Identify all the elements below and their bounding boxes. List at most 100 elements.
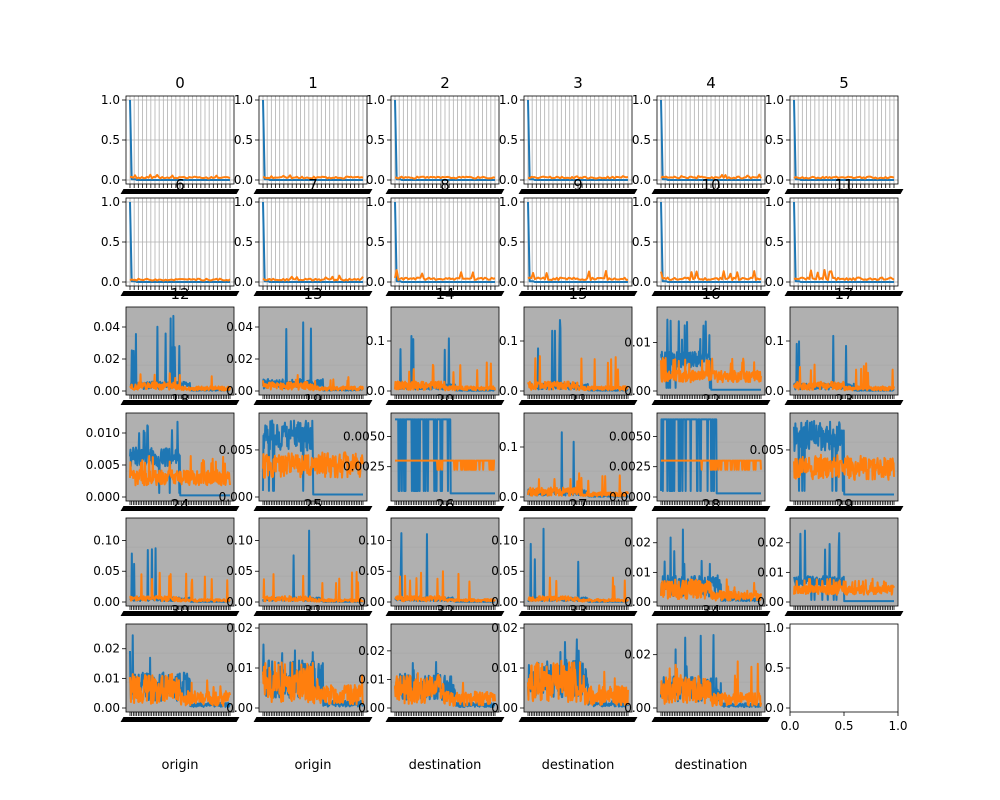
x-tick-marks <box>129 501 231 505</box>
subplot-28: 28 0.00 0.01 0.02 <box>624 496 771 616</box>
y-tick-label: 0.05 <box>491 564 518 578</box>
axes-frame <box>390 306 500 396</box>
axes-face <box>259 518 367 606</box>
axes-frame <box>656 517 766 607</box>
y-tick-label: 0.01 <box>358 672 385 686</box>
x-tick-marks <box>527 606 629 610</box>
y-tick-label: 0.0050 <box>343 429 385 443</box>
y-tick-label: 0.005 <box>750 443 784 457</box>
y-tick-label: 0.01 <box>624 336 651 350</box>
y-tick-labels: 0.0 0.5 1.0 <box>101 195 126 289</box>
series-2-line <box>660 660 762 708</box>
series-2-line <box>793 175 895 180</box>
series-2-line <box>262 451 364 479</box>
x-tick-label: 1.0 <box>888 719 907 733</box>
y-tick-labels: 0.00 0.01 <box>624 336 657 398</box>
x-tick-marks <box>527 712 629 716</box>
series-2-line <box>129 277 231 282</box>
y-tick-labels: 0.0000 0.0025 0.0050 <box>609 429 657 504</box>
y-tick-label: 0.010 <box>86 426 120 440</box>
y-tick-label: 1.0 <box>499 93 518 107</box>
series-1-line <box>394 334 496 392</box>
subplot-title: 30 <box>170 602 189 620</box>
y-tick-label: 0.0050 <box>609 429 651 443</box>
y-tick-labels: 0.0025 0.0050 <box>343 429 391 474</box>
y-tick-label: 0.0 <box>765 173 784 187</box>
axes-frame <box>789 306 899 396</box>
x-tick-label-clutter <box>120 506 240 511</box>
y-tick-label: 0.00 <box>93 595 120 609</box>
y-tick-label: 0.0 <box>234 275 253 289</box>
subplot-title: 10 <box>701 176 720 194</box>
y-tick-label: 0.5 <box>765 661 784 675</box>
series-2-line <box>129 571 231 603</box>
subplot-2: 2 0.0 0.5 1.0 <box>366 74 505 194</box>
series-2-line <box>793 577 895 596</box>
axes-frame <box>390 412 500 502</box>
y-tick-label: 0.5 <box>765 133 784 147</box>
subplot-title: 4 <box>706 74 716 92</box>
y-tick-label: 1.0 <box>234 195 253 209</box>
x-axis-label: destination <box>675 758 748 773</box>
y-tick-label: 0.0 <box>366 275 385 289</box>
y-tick-labels: 0.00 0.02 <box>624 648 657 715</box>
axes-frame <box>656 623 766 713</box>
x-tick-marks <box>660 286 762 290</box>
y-tick-label: 0.0 <box>765 275 784 289</box>
y-tick-labels: 0.0 0.5 1.0 <box>632 93 657 187</box>
subplot-17: 17 0.0 0.1 <box>765 285 904 405</box>
y-tick-label: 0.0 <box>499 275 518 289</box>
y-tick-label: 0.02 <box>226 621 253 635</box>
subplot-title: 16 <box>701 285 720 303</box>
y-tick-label: 0.0025 <box>343 460 385 474</box>
y-tick-labels: 0.00 0.01 0.02 <box>491 621 524 715</box>
y-tick-label: 0.0 <box>366 384 385 398</box>
axes-frame <box>789 412 899 502</box>
y-tick-label: 0.10 <box>491 533 518 547</box>
axes-frame <box>258 306 368 396</box>
y-tick-label: 0.04 <box>93 320 120 334</box>
grid-lines <box>391 441 499 472</box>
x-tick-label-clutter <box>120 189 240 194</box>
y-tick-label: 0.0 <box>101 275 120 289</box>
subplot-19: 19 0.000 0.005 <box>219 391 373 511</box>
x-tick-marks <box>262 606 364 610</box>
y-tick-labels: 0.0 0.5 1.0 <box>765 621 790 715</box>
y-tick-label: 1.0 <box>632 93 651 107</box>
series-1-line <box>394 99 495 181</box>
series-2-line <box>262 374 364 392</box>
series-2-line <box>660 173 762 180</box>
y-tick-labels: 0.00 0.02 0.04 <box>93 320 126 398</box>
x-tick-label-clutter <box>518 400 638 405</box>
grid-lines <box>259 546 367 577</box>
subplot-33: 33 0.00 0.01 0.02 <box>491 602 638 722</box>
y-tick-labels: 0.0 0.5 1.0 <box>499 93 524 187</box>
subplot-5: 5 0.0 0.5 1.0 <box>765 74 904 194</box>
y-tick-labels: 0.0 0.1 <box>765 334 790 398</box>
y-tick-label: 1.0 <box>765 195 784 209</box>
subplot-title: 9 <box>573 176 583 194</box>
axes-frame <box>125 623 235 713</box>
grid-lines <box>259 96 367 184</box>
axes-frame <box>656 306 766 396</box>
y-tick-label: 0.02 <box>93 642 120 656</box>
grid-lines <box>391 546 499 577</box>
subplot-title: 29 <box>834 496 853 514</box>
x-tick-label-clutter <box>385 291 505 296</box>
axes-frame <box>125 517 235 607</box>
x-tick-marks <box>394 286 496 290</box>
x-tick-marks <box>394 501 496 505</box>
x-tick-marks <box>129 286 231 290</box>
x-tick-label-clutter <box>518 506 638 511</box>
x-tick-marks <box>793 606 895 610</box>
x-tick-label-clutter <box>253 400 373 405</box>
x-tick-label-clutter <box>385 717 505 722</box>
subplot-32: 32 0.00 0.01 0.02 <box>358 602 505 722</box>
x-tick-marks <box>660 501 762 505</box>
series-2-line <box>793 362 895 392</box>
axes-frame <box>258 517 368 607</box>
subplot-title: 19 <box>303 391 322 409</box>
axes-frame <box>390 517 500 607</box>
series-1-line <box>660 201 761 283</box>
